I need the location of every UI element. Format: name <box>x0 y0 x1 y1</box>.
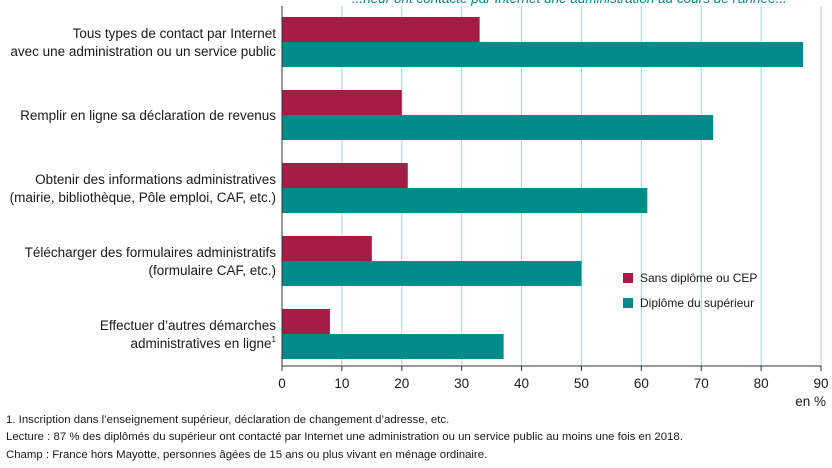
category-label-0: Tous types de contact par Internet avec u… <box>10 26 276 59</box>
category-label-1: Remplir en ligne sa déclaration de reven… <box>20 108 276 123</box>
x-tick-label-40: 40 <box>514 376 529 391</box>
legend-label-0: Sans diplôme ou CEP <box>640 271 757 285</box>
legend-swatch-1 <box>623 298 633 308</box>
bar-sans-diplome-2 <box>282 163 408 188</box>
x-axis-unit: en % <box>795 394 826 409</box>
x-tick-label-70: 70 <box>694 376 709 391</box>
bar-diplome-superieur-0 <box>282 42 804 67</box>
bar-diplome-superieur-2 <box>282 188 648 213</box>
bar-sans-diplome-0 <box>282 17 480 42</box>
reading-note: Lecture : 87 % des diplômés du supérieur… <box>6 431 683 444</box>
x-tick-label-60: 60 <box>634 376 649 391</box>
bar-diplome-superieur-3 <box>282 261 582 286</box>
chart-notes: 1. Inscription dans l’enseignement supér… <box>6 412 826 464</box>
x-tick-label-20: 20 <box>394 376 409 391</box>
x-tick-label-10: 10 <box>334 376 349 391</box>
x-tick-label-80: 80 <box>754 376 769 391</box>
bar-chart: ...rieur ont contacté par Internet une a… <box>10 0 829 409</box>
bar-diplome-superieur-1 <box>282 115 714 140</box>
bar-sans-diplome-4 <box>282 309 330 334</box>
bar-diplome-superieur-4 <box>282 334 504 359</box>
chart-title-fragment: ...rieur ont contacté par Internet une a… <box>352 0 787 6</box>
scope-note: Champ : France hors Mayotte, personnes â… <box>6 448 488 461</box>
category-label-2: Obtenir des informations administratives… <box>10 172 277 205</box>
category-label-4: Effectuer d’autres démarches administrati… <box>100 318 277 351</box>
bar-sans-diplome-1 <box>282 90 402 115</box>
x-tick-label-90: 90 <box>813 376 828 391</box>
x-tick-label-0: 0 <box>278 376 286 391</box>
x-tick-label-50: 50 <box>574 376 589 391</box>
legend-swatch-0 <box>623 273 633 283</box>
footnote: 1. Inscription dans l’enseignement supér… <box>6 414 450 426</box>
bar-sans-diplome-3 <box>282 236 372 261</box>
x-tick-label-30: 30 <box>454 376 469 391</box>
legend-label-1: Diplôme du supérieur <box>640 296 754 310</box>
category-label-3: Télécharger des formulaires administrati… <box>25 245 277 278</box>
